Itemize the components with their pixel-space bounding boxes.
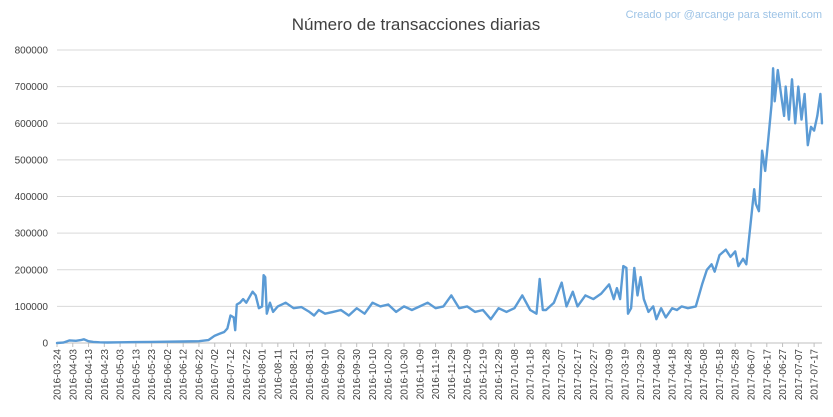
y-axis: 0 100000 200000 300000 400000 500000 600000 700…	[15, 46, 49, 350]
y-tick-label: 700000	[15, 82, 49, 93]
x-tick-label: 2017-01-18	[526, 349, 537, 401]
x-tick-label: 2017-01-08	[510, 349, 521, 401]
x-tick-label: 2017-07-07	[794, 349, 805, 401]
x-tick-label: 2016-03-24	[53, 349, 64, 401]
x-tick-label: 2017-06-27	[778, 349, 789, 401]
y-tick-label: 400000	[15, 192, 49, 203]
x-tick-label: 2017-05-28	[731, 349, 742, 401]
x-tick-label: 2016-11-09	[415, 349, 426, 400]
x-tick-label: 2016-11-29	[447, 349, 458, 400]
x-tick-label: 2016-07-22	[242, 349, 253, 401]
x-tick-label: 2017-02-07	[557, 349, 568, 401]
x-tick-label: 2016-04-13	[84, 349, 95, 401]
x-tick-label: 2016-06-02	[163, 349, 174, 401]
x-tick-label: 2016-09-20	[336, 349, 347, 401]
y-tick-label: 200000	[15, 265, 49, 276]
x-tick-label: 2017-01-28	[541, 349, 552, 401]
series-layer	[55, 67, 824, 345]
x-tick-label: 2016-06-12	[179, 349, 190, 401]
x-tick-label: 2016-08-21	[289, 349, 300, 401]
y-tick-label: 800000	[15, 46, 49, 57]
y-tick-label: 500000	[15, 155, 49, 166]
x-tick-label: 2017-04-18	[668, 349, 679, 401]
x-tick-label: 2017-04-28	[683, 349, 694, 401]
chart-credit: Creado por @arcange para steemit.com	[626, 9, 822, 21]
gridlines	[57, 49, 822, 344]
x-tick-label: 2017-04-08	[652, 349, 663, 401]
x-tick-label: 2017-02-27	[589, 349, 600, 401]
x-tick-label: 2016-05-23	[147, 349, 158, 401]
x-tick-label: 2017-03-09	[605, 349, 616, 401]
y-tick-label: 0	[42, 339, 48, 350]
x-tick-label: 2016-05-13	[131, 349, 142, 401]
x-tick-label: 2016-08-11	[273, 349, 284, 400]
x-tick-label: 2017-05-08	[699, 349, 710, 401]
x-tick-label: 2016-04-03	[68, 349, 79, 401]
x-tick-label: 2017-07-17	[810, 349, 821, 401]
chart-title: Número de transacciones diarias	[292, 15, 541, 34]
x-tick-label: 2016-07-02	[210, 349, 221, 401]
x-tick-label: 2016-10-30	[400, 349, 411, 401]
x-axis: 2016-03-24 2016-04-03 2016-04-13 2016-04-23…	[53, 343, 821, 400]
x-tick-label: 2016-07-12	[226, 349, 237, 401]
x-tick-label: 2016-04-23	[100, 349, 111, 401]
series-line	[55, 67, 824, 345]
x-tick-label: 2017-03-19	[620, 349, 631, 401]
x-tick-label: 2016-08-31	[305, 349, 316, 401]
x-tick-label: 2016-09-10	[321, 349, 332, 401]
x-tick-label: 2017-06-17	[762, 349, 773, 401]
x-tick-label: 2016-08-01	[258, 349, 269, 401]
x-tick-label: 2016-12-09	[463, 349, 474, 401]
x-tick-label: 2016-12-29	[494, 349, 505, 401]
x-tick-label: 2017-02-17	[573, 349, 584, 401]
y-tick-label: 300000	[15, 229, 49, 240]
x-tick-label: 2016-06-22	[194, 349, 205, 401]
x-tick-label: 2016-05-03	[116, 349, 127, 401]
y-tick-label: 100000	[15, 302, 49, 313]
x-tick-label: 2016-10-10	[368, 349, 379, 401]
x-tick-label: 2016-10-20	[384, 349, 395, 401]
x-tick-label: 2016-12-19	[478, 349, 489, 401]
x-tick-label: 2017-05-18	[715, 349, 726, 401]
x-tick-label: 2016-09-30	[352, 349, 363, 401]
x-tick-label: 2017-03-29	[636, 349, 647, 401]
y-tick-label: 600000	[15, 119, 49, 130]
x-tick-label: 2017-06-07	[747, 349, 758, 401]
x-tick-label: 2016-11-19	[431, 349, 442, 400]
